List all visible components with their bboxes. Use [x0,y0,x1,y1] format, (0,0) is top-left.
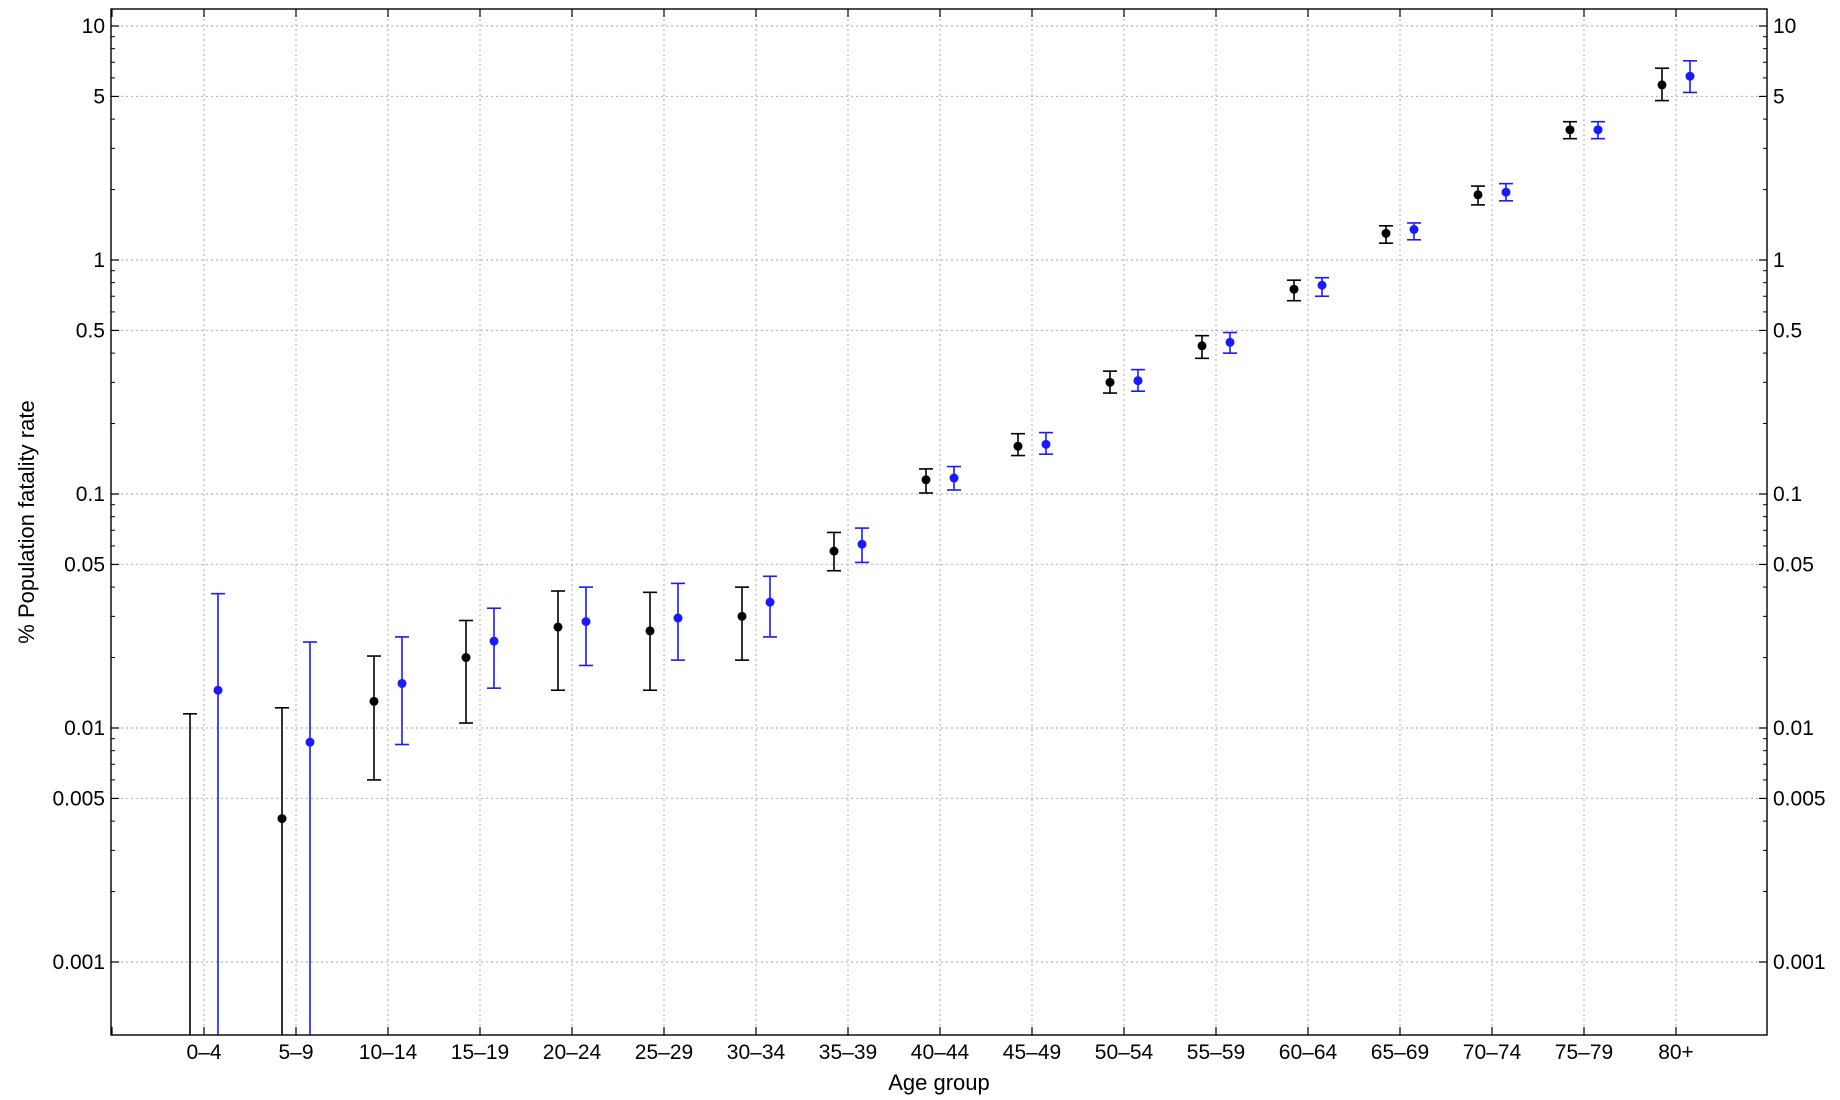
y-tick-label-right: 0.05 [1773,553,1814,576]
data-point [1409,225,1419,235]
y-tick-label-right: 0.005 [1773,787,1826,810]
data-point [305,737,315,747]
x-tick-label: 50–54 [1095,1041,1154,1064]
x-tick-label: 0–4 [186,1041,221,1064]
x-tick-label: 75–79 [1555,1041,1613,1064]
data-point [277,814,287,824]
x-tick-labels: 0–4 5–9 10–14 15–19 20–24 25–29 30–34 35–39 40–4… [186,1041,1693,1064]
data-point [369,696,379,706]
x-tick-label: 60–64 [1279,1041,1338,1064]
y-tick-label: 0.001 [52,951,105,974]
y-tick-label: 0.1 [76,483,105,506]
x-tick-label: 30–34 [727,1041,786,1064]
y-tick-label-right: 0.5 [1773,319,1802,342]
data-point [461,653,471,663]
data-point [645,626,655,636]
data-point [1133,376,1143,386]
y-tick-label-right: 10 [1773,15,1796,38]
x-tick-label: 45–49 [1003,1041,1061,1064]
data-point [1041,439,1051,449]
data-point [1317,280,1327,290]
data-point [1593,125,1603,135]
data-point [553,622,563,632]
y-tick-label-right: 1 [1773,249,1785,272]
data-point [829,546,839,556]
data-point [737,611,747,621]
error-bars [183,60,1697,1035]
y-tick-label-right: 0.1 [1773,483,1802,506]
data-point [1289,284,1299,294]
y-tick-labels-left: 0.001 0.005 0.01 0.05 0.1 0.5 1 5 10 [52,15,105,974]
data-points [213,71,1695,824]
data-point [1225,337,1235,347]
ticks [111,9,1767,1035]
y-tick-label-right: 5 [1773,85,1785,108]
x-tick-label: 40–44 [911,1041,970,1064]
gridlines [111,9,1767,1035]
y-tick-labels-right: 0.001 0.005 0.01 0.05 0.1 0.5 1 5 10 [1773,15,1826,974]
data-point [397,678,407,688]
data-point [1013,441,1023,451]
data-point [213,685,223,695]
data-point [921,475,931,485]
y-tick-label: 5 [93,85,105,108]
data-point [1501,187,1511,197]
data-point [1197,341,1207,351]
plot-frame [110,8,1768,1036]
y-tick-label: 10 [82,15,105,38]
data-point [1565,125,1575,135]
y-tick-label: 1 [93,249,105,272]
data-point [673,613,683,623]
data-point [1685,71,1695,81]
x-axis-title: Age group [888,1070,990,1095]
x-tick-label: 10–14 [359,1041,418,1064]
y-tick-label-right: 0.01 [1773,717,1814,740]
x-tick-label: 20–24 [543,1041,602,1064]
y-tick-label: 0.05 [64,553,105,576]
x-tick-label: 25–29 [635,1041,693,1064]
x-tick-label: 15–19 [451,1041,509,1064]
y-tick-label: 0.01 [64,717,105,740]
x-tick-label: 65–69 [1371,1041,1429,1064]
data-point [489,636,499,646]
y-tick-label: 0.5 [76,319,105,342]
y-tick-label: 0.005 [52,787,105,810]
x-tick-label: 80+ [1658,1041,1694,1064]
data-point [1473,190,1483,200]
data-point [949,473,959,483]
x-tick-label: 35–39 [819,1041,877,1064]
x-tick-label: 55–59 [1187,1041,1245,1064]
x-tick-label: 5–9 [278,1041,313,1064]
data-point [1381,228,1391,238]
data-point [1105,377,1115,387]
data-point [581,617,591,627]
data-point [765,597,775,607]
y-tick-label-right: 0.001 [1773,951,1826,974]
data-point [1657,80,1667,90]
y-axis-title: % Population fatality rate [14,400,39,643]
x-tick-label: 70–74 [1463,1041,1522,1064]
data-point [857,539,867,549]
